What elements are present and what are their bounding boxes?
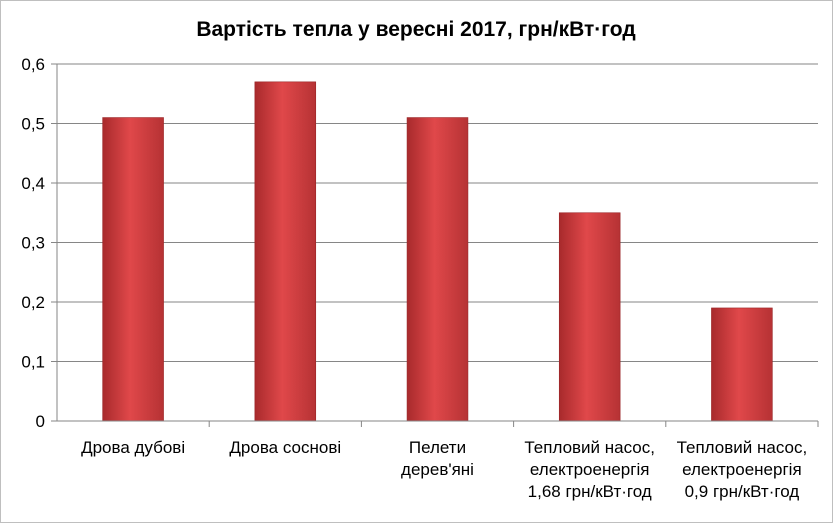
bars	[102, 81, 773, 422]
y-tick-label: 0,5	[21, 115, 45, 134]
y-tick-label: 0,3	[21, 234, 45, 253]
bar	[558, 212, 621, 422]
y-tick-label: 0,1	[21, 353, 45, 372]
x-tick-label: Дрова дубові	[81, 438, 185, 457]
x-axis: Дрова дубові Дрова соснові Пелети дерев'яні…	[57, 420, 819, 501]
bar	[254, 81, 317, 422]
y-axis: 0 0,1 0,2 0,3 0,4 0,5 0,6	[21, 55, 58, 431]
bar	[711, 307, 773, 422]
chart-title: Вартість тепла у вересні 2017, грн/кВт·г…	[196, 18, 635, 41]
x-tick-label: Пелети дерев'яні	[401, 438, 474, 479]
x-tick-label: Тепловий насос, електроенергія 0,9 грн/кВт…	[677, 438, 808, 501]
y-tick-label: 0	[36, 412, 45, 431]
y-tick-label: 0,6	[21, 55, 45, 74]
x-tick-label: Тепловий насос, електроенергія 1,68 грн/кВ…	[524, 438, 655, 501]
bar	[406, 117, 469, 422]
bar	[102, 117, 164, 422]
y-tick-label: 0,4	[21, 174, 45, 193]
y-tick-label: 0,2	[21, 293, 45, 312]
x-tick-label: Дрова соснові	[229, 438, 341, 457]
